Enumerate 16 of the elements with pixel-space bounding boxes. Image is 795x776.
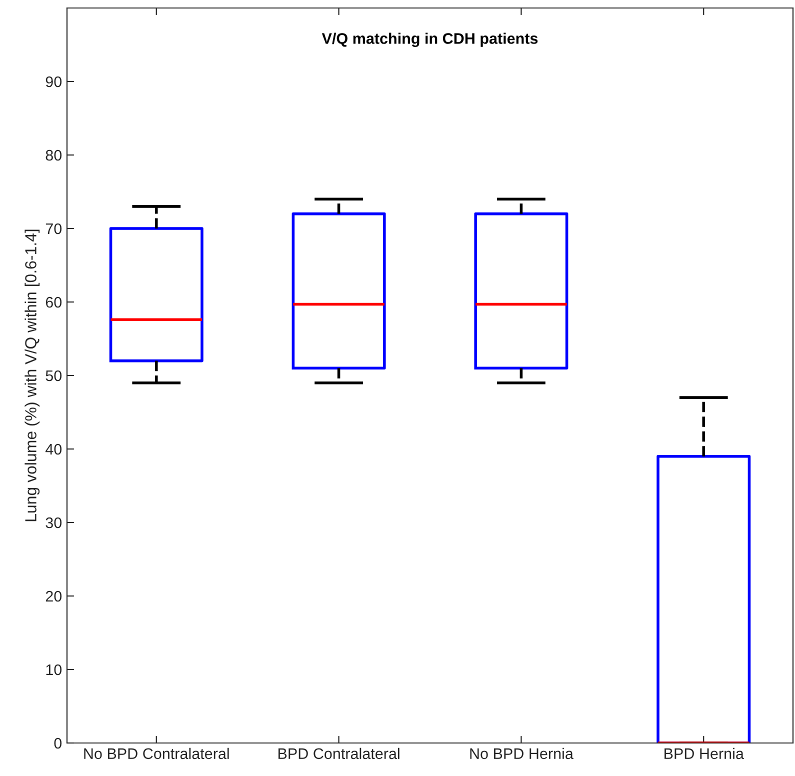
y-axis-title: Lung volume (%) with V/Q within [0.6-1.4] [24, 230, 40, 522]
y-tick-label: 40 [46, 444, 62, 455]
x-tick-label: No BPD Contralateral [84, 748, 229, 760]
y-tick-label: 90 [46, 76, 62, 88]
y-tick-label: 70 [46, 223, 62, 234]
y-tick-label: 80 [46, 150, 62, 161]
y-tick-label: 50 [46, 370, 62, 382]
x-tick-label: BPD Contralateral [278, 748, 400, 760]
y-tick-label: 30 [46, 517, 62, 528]
y-tick-label: 60 [46, 296, 62, 308]
y-tick-label: 10 [46, 664, 62, 676]
x-tick-label: BPD Hernia [664, 748, 744, 760]
x-tick-label: No BPD Hernia [470, 748, 574, 760]
y-tick-label: 0 [54, 738, 62, 749]
text: V/Q matching in CDH patients [322, 32, 538, 48]
y-tick-label: 20 [46, 590, 62, 602]
